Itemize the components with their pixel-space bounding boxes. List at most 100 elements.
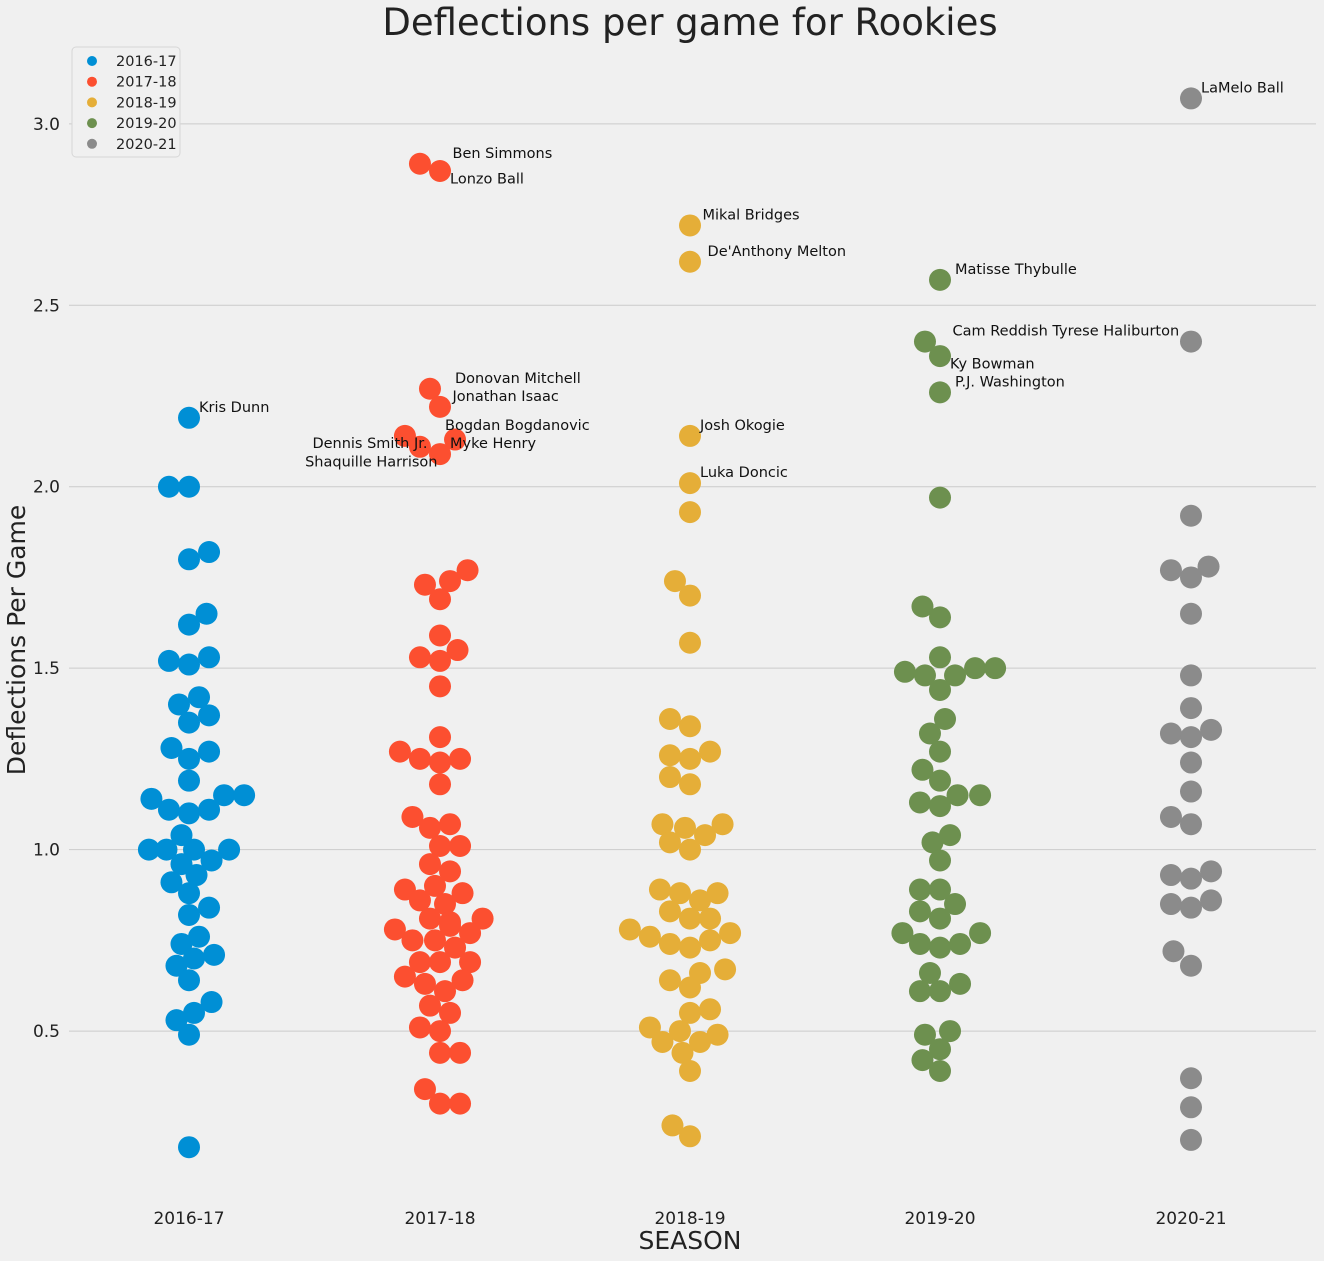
legend-label: 2017-18 [116, 75, 177, 91]
legend-label: 2018-19 [116, 95, 177, 111]
data-point [434, 980, 457, 1003]
data-point [969, 922, 992, 945]
data-point [668, 1020, 691, 1043]
data-point [413, 1078, 436, 1101]
player-annotation: De'Anthony Melton [708, 244, 847, 260]
data-point [439, 914, 462, 937]
data-point [679, 907, 701, 930]
data-point [679, 1001, 701, 1024]
y-axis-label: Deflections Per Game [2, 505, 31, 776]
x-tick-label: 2016-17 [153, 1209, 224, 1229]
data-point [1180, 1096, 1202, 1119]
data-point [160, 871, 183, 894]
data-point [908, 980, 931, 1003]
data-point [439, 570, 462, 593]
data-point [418, 994, 441, 1017]
data-point [418, 377, 441, 400]
data-point [413, 573, 436, 596]
data-point [408, 951, 431, 974]
player-annotation: Lonzo Ball [450, 171, 524, 187]
legend-marker [87, 76, 97, 87]
data-point [449, 834, 472, 857]
data-point [929, 849, 951, 872]
data-point [183, 947, 206, 970]
x-tick-labels: 2016-17 2017-18 2018-19 2019-20 2020-21 [153, 1209, 1226, 1229]
data-point [157, 649, 180, 672]
data-point [714, 958, 737, 981]
data-point [423, 874, 446, 897]
data-point [178, 711, 200, 734]
data-point [984, 657, 1007, 680]
data-point [908, 900, 931, 923]
data-point [429, 773, 451, 796]
data-point [911, 595, 934, 618]
data-point [658, 766, 681, 789]
data-point [165, 1009, 188, 1032]
data-point [1162, 940, 1185, 963]
data-point [1200, 718, 1223, 741]
data-point [408, 435, 431, 458]
data-point [949, 972, 972, 995]
player-annotation: Shaquille Harrison [305, 454, 437, 470]
data-point [893, 660, 916, 683]
data-point [198, 646, 221, 669]
data-point [699, 907, 722, 930]
data-point [1180, 780, 1202, 803]
data-point [459, 951, 482, 974]
data-point [451, 882, 474, 905]
data-point [198, 896, 221, 919]
player-annotation: Cam Reddish Tyrese Haliburton [953, 324, 1180, 340]
data-point [679, 715, 701, 738]
y-tick-label: 2.0 [33, 478, 60, 498]
y-tick-labels: 0.5 1.0 1.5 2.0 2.5 3.0 [33, 115, 60, 1042]
data-point [679, 976, 701, 999]
data-point [178, 769, 200, 792]
data-point [444, 936, 467, 959]
data-point [679, 631, 701, 654]
data-point [918, 962, 941, 985]
data-point [449, 1041, 472, 1064]
data-point [471, 907, 494, 930]
data-point [663, 570, 686, 593]
data-point [178, 548, 200, 571]
data-point [929, 1059, 951, 1082]
data-point [449, 747, 472, 770]
data-point [198, 798, 221, 821]
data-point [921, 831, 944, 854]
data-point [638, 925, 661, 948]
data-point [418, 816, 441, 839]
data-point [929, 980, 951, 1003]
data-point [200, 991, 223, 1014]
data-point [1159, 559, 1182, 582]
data-point [911, 1049, 934, 1072]
data-point [679, 424, 701, 447]
data-point [444, 428, 467, 451]
data-point [1180, 813, 1202, 836]
data-point [658, 969, 681, 992]
data-point [160, 737, 183, 760]
data-point [203, 943, 226, 966]
data-point [178, 802, 200, 825]
data-point [1200, 889, 1223, 912]
data-point [964, 657, 987, 680]
data-point [939, 824, 962, 847]
data-point [155, 838, 178, 861]
data-point [178, 903, 200, 926]
data-point [233, 784, 256, 807]
data-point [170, 824, 193, 847]
data-point [944, 664, 967, 687]
data-point [679, 501, 701, 524]
data-point [1159, 893, 1182, 916]
data-point [1197, 555, 1220, 578]
player-annotation: Kris Dunn [199, 400, 269, 416]
data-point [918, 722, 941, 745]
data-point [429, 751, 451, 774]
data-point [178, 969, 200, 992]
data-point [1180, 602, 1202, 625]
data-point [911, 758, 934, 781]
data-point [651, 813, 674, 836]
data-point [429, 1092, 451, 1115]
data-point [213, 784, 236, 807]
data-point [408, 1016, 431, 1039]
